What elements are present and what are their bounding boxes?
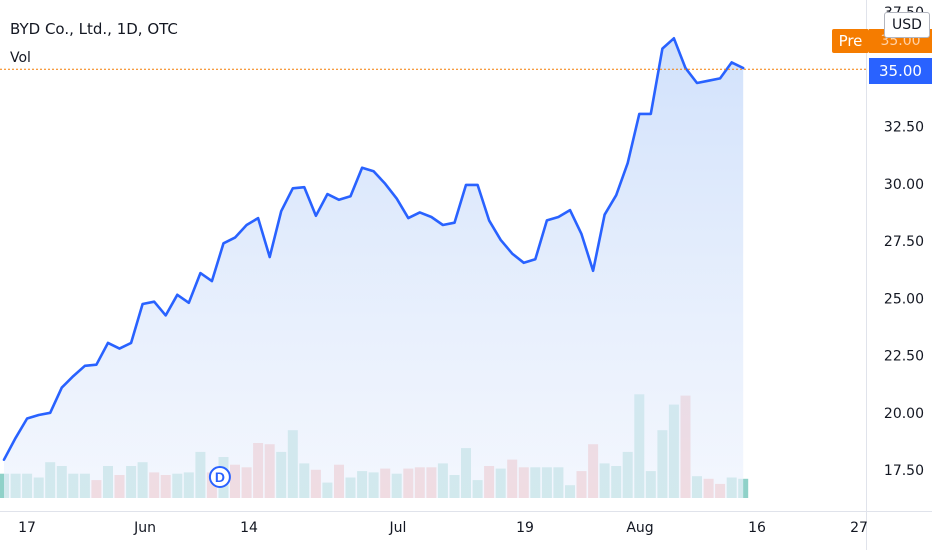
y-tick-label: 17.50 [884,463,924,479]
last-price-label: 35.00 [869,58,932,84]
y-tick-label: 30.00 [884,177,924,193]
y-tick-label: 22.50 [884,349,924,365]
price-area-fill [4,38,744,499]
volume-legend-label: Vol [10,50,31,66]
y-tick-label: 20.00 [884,406,924,422]
x-tick-label: 16 [748,520,766,536]
dividend-marker-label: D [215,469,225,485]
x-tick-label: Aug [626,520,653,536]
x-tick-label: 14 [240,520,258,536]
y-tick-label: 32.50 [884,120,924,136]
pre-market-tag: Pre [832,29,869,53]
x-tick-label: 19 [516,520,534,536]
dividend-marker-circle[interactable] [208,466,231,488]
dividend-marker[interactable]: D [208,466,231,488]
x-tick-label: 17 [18,520,36,536]
y-tick-label: 25.00 [884,291,924,307]
x-tick-label: Jul [389,520,407,536]
price-line [2,37,745,461]
chart-title: BYD Co., Ltd., 1D, OTC [10,20,178,38]
x-tick-label: Jun [133,520,156,536]
y-tick-label: 27.50 [884,234,924,250]
currency-button[interactable]: USD [884,12,930,38]
time-axis[interactable]: 17 Jun 14 Jul 19 Aug 16 27 [18,520,868,536]
x-tick-label: 27 [850,520,868,536]
